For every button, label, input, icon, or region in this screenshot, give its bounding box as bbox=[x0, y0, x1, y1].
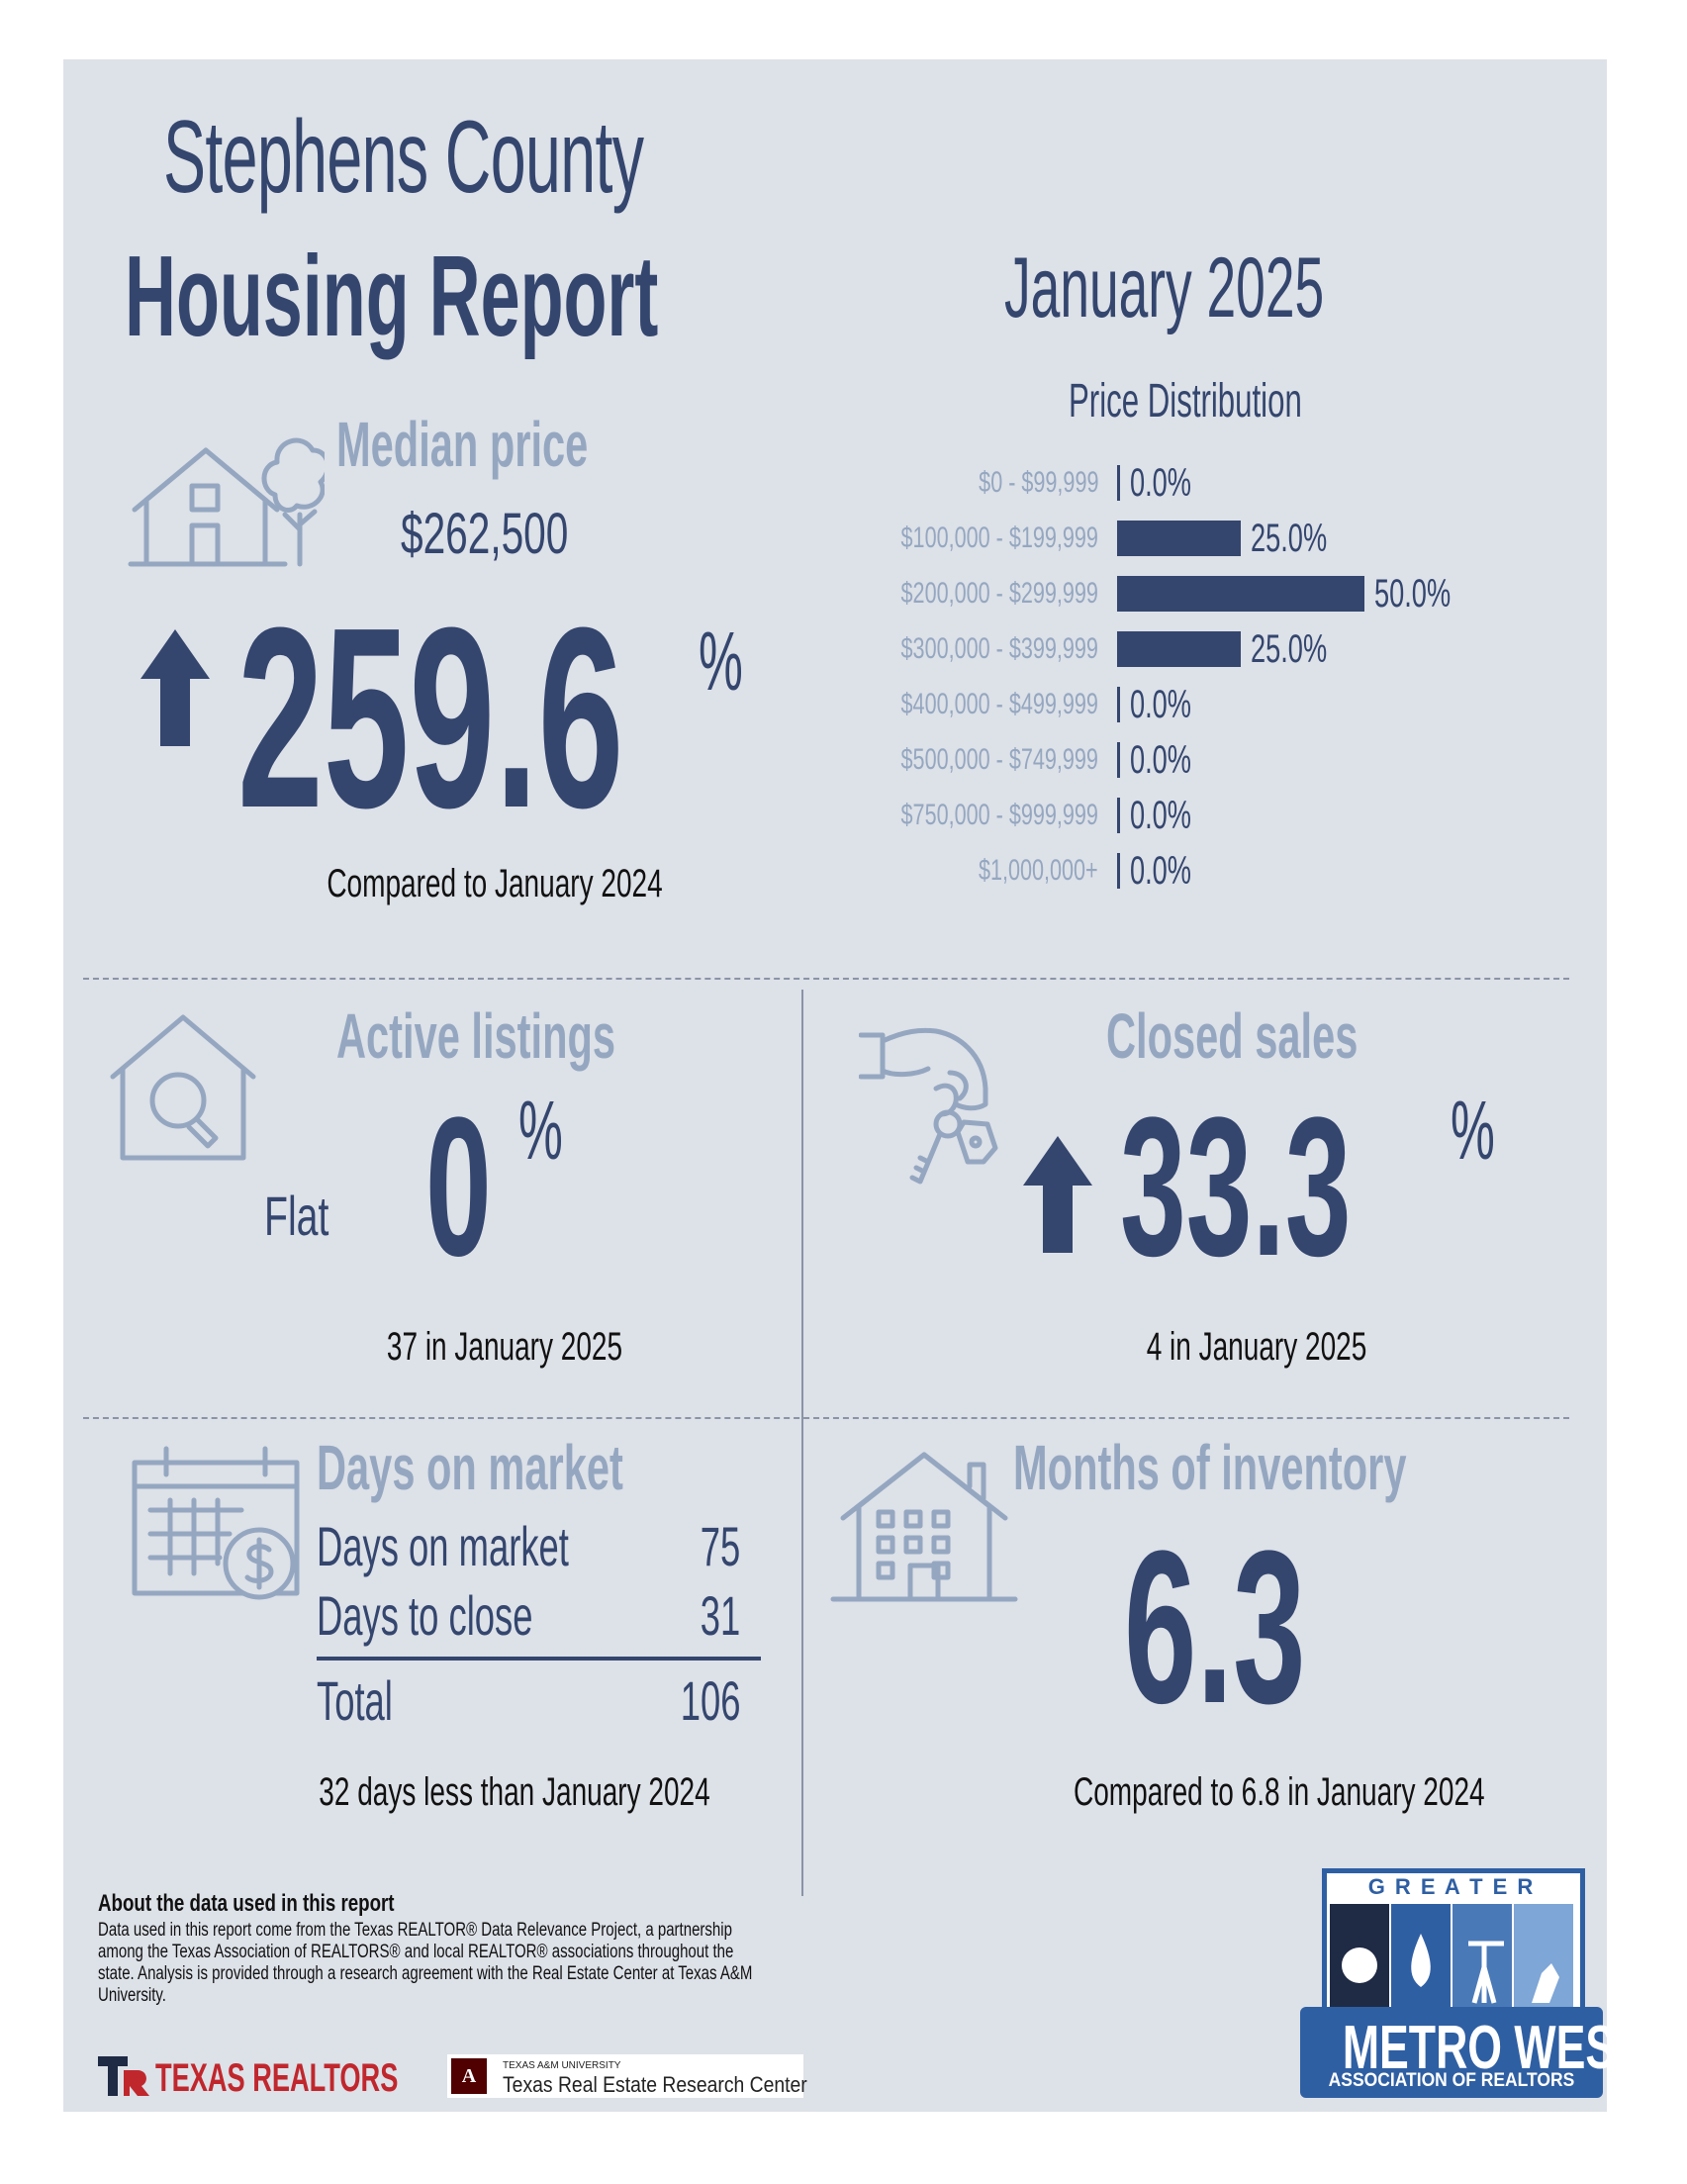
distribution-range-label: $300,000 - $399,999 bbox=[900, 632, 1098, 665]
distribution-percent-label: 50.0% bbox=[1374, 572, 1452, 616]
closed-sales-caption: 4 in January 2025 bbox=[1146, 1325, 1367, 1369]
distribution-range-label: $750,000 - $999,999 bbox=[900, 799, 1098, 831]
section-divider bbox=[83, 978, 1569, 980]
distribution-bar-zero bbox=[1117, 465, 1120, 501]
active-listings-caption: 37 in January 2025 bbox=[386, 1325, 623, 1369]
house-magnifier-icon bbox=[110, 1014, 256, 1161]
distribution-bar bbox=[1117, 631, 1241, 667]
distribution-percent-label: 0.0% bbox=[1130, 794, 1191, 837]
metro-west-top-label: G R E A T E R bbox=[1367, 1874, 1536, 1899]
tamu-small-label: TEXAS A&M UNIVERSITY bbox=[503, 2060, 621, 2071]
report-title-line1: Stephens County bbox=[163, 100, 644, 215]
months-inventory-caption: Compared to 6.8 in January 2024 bbox=[1074, 1770, 1485, 1814]
dom-row-value: 75 bbox=[700, 1515, 740, 1577]
dom-row-label: Days to close bbox=[317, 1584, 533, 1647]
median-price-change: 259.6 bbox=[237, 575, 624, 862]
calendar-dollar-icon bbox=[132, 1446, 300, 1600]
texas-realtors-mark-icon bbox=[98, 2056, 149, 2096]
arrow-up-icon bbox=[141, 629, 210, 746]
distribution-percent-label: 0.0% bbox=[1130, 849, 1191, 893]
report-title-line2: Housing Report bbox=[125, 232, 659, 360]
distribution-row: $400,000 - $499,999 0.0% bbox=[0, 677, 1687, 732]
dom-total-divider bbox=[317, 1657, 761, 1661]
distribution-percent-label: 25.0% bbox=[1251, 627, 1328, 671]
about-data-text: Data used in this report come from the T… bbox=[98, 1920, 753, 2006]
house-with-tree-icon bbox=[128, 437, 325, 567]
distribution-range-label: $200,000 - $299,999 bbox=[900, 577, 1098, 610]
active-listings-trend: Flat bbox=[264, 1185, 329, 1247]
distribution-row: $1,000,000+ 0.0% bbox=[0, 843, 1687, 899]
metro-west-logo: G R E A T E R METRO WEST ASSOCIATION OF … bbox=[1300, 1868, 1642, 2098]
texas-realtors-logo: TEXAS REALTORS bbox=[98, 2054, 424, 2100]
months-inventory-value: 6.3 bbox=[1124, 1505, 1306, 1749]
distribution-row: $500,000 - $749,999 0.0% bbox=[0, 732, 1687, 788]
median-price-title: Median price bbox=[336, 409, 589, 480]
tamu-real-estate-logo: A TEXAS A&M UNIVERSITY Texas Real Estate… bbox=[447, 2054, 807, 2098]
active-listings-title: Active listings bbox=[336, 1000, 616, 1072]
metro-west-main-label: METRO WEST bbox=[1342, 2014, 1642, 2082]
about-data-title: About the data used in this report bbox=[98, 1890, 395, 1917]
active-listings-unit: % bbox=[518, 1084, 563, 1177]
price-distribution-title: Price Distribution bbox=[1069, 375, 1302, 427]
tamu-center-label: Texas Real Estate Research Center bbox=[503, 2072, 807, 2097]
median-price-unit: % bbox=[699, 615, 743, 708]
apartment-building-icon bbox=[830, 1452, 1018, 1602]
distribution-row: $100,000 - $199,999 25.0% bbox=[0, 511, 1687, 566]
distribution-row: $200,000 - $299,999 50.0% bbox=[0, 566, 1687, 621]
metro-west-banner bbox=[1300, 2007, 1603, 2098]
distribution-percent-label: 25.0% bbox=[1251, 517, 1328, 560]
hand-with-keys-icon bbox=[859, 1027, 998, 1185]
closed-sales-change: 33.3 bbox=[1120, 1077, 1352, 1297]
distribution-range-label: $100,000 - $199,999 bbox=[900, 522, 1098, 554]
dom-row-label: Days on market bbox=[317, 1515, 569, 1577]
metro-west-sub-label: ASSOCIATION OF REALTORS bbox=[1328, 2070, 1575, 2091]
distribution-row: $750,000 - $999,999 0.0% bbox=[0, 788, 1687, 843]
distribution-range-label: $0 - $99,999 bbox=[978, 466, 1098, 499]
report-panel bbox=[63, 59, 1607, 2112]
distribution-percent-label: 0.0% bbox=[1130, 738, 1191, 782]
distribution-bar-zero bbox=[1117, 853, 1120, 889]
tamu-mark-icon: A bbox=[451, 2058, 487, 2094]
dom-total-value: 106 bbox=[680, 1669, 740, 1732]
report-month: January 2025 bbox=[1004, 240, 1325, 335]
column-divider bbox=[801, 990, 803, 1896]
distribution-row: $0 - $99,999 0.0% bbox=[0, 455, 1687, 511]
distribution-bar-zero bbox=[1117, 742, 1120, 778]
texas-realtors-wordmark: TEXAS REALTORS bbox=[155, 2056, 399, 2100]
distribution-percent-label: 0.0% bbox=[1130, 461, 1191, 505]
distribution-bar bbox=[1117, 521, 1241, 556]
closed-sales-unit: % bbox=[1451, 1084, 1495, 1177]
distribution-range-label: $500,000 - $749,999 bbox=[900, 743, 1098, 776]
metro-west-scene-icon bbox=[1330, 1904, 1573, 2017]
median-price-value: $262,500 bbox=[401, 502, 569, 566]
distribution-range-label: $1,000,000+ bbox=[979, 854, 1098, 887]
dom-row-value: 31 bbox=[700, 1584, 740, 1647]
arrow-up-icon bbox=[1023, 1136, 1092, 1253]
distribution-bar-zero bbox=[1117, 687, 1120, 722]
distribution-range-label: $400,000 - $499,999 bbox=[900, 688, 1098, 720]
days-on-market-caption: 32 days less than January 2024 bbox=[319, 1770, 710, 1814]
median-price-caption: Compared to January 2024 bbox=[327, 862, 663, 905]
days-on-market-title: Days on market bbox=[317, 1432, 623, 1503]
section-divider bbox=[83, 1417, 1569, 1419]
closed-sales-title: Closed sales bbox=[1106, 1000, 1359, 1072]
distribution-bar bbox=[1117, 576, 1364, 612]
active-listings-change: 0 bbox=[425, 1077, 492, 1297]
distribution-percent-label: 0.0% bbox=[1130, 683, 1191, 726]
distribution-row: $300,000 - $399,999 25.0% bbox=[0, 621, 1687, 677]
dom-total-label: Total bbox=[317, 1669, 393, 1732]
distribution-bar-zero bbox=[1117, 798, 1120, 833]
months-inventory-title: Months of inventory bbox=[1013, 1432, 1407, 1503]
